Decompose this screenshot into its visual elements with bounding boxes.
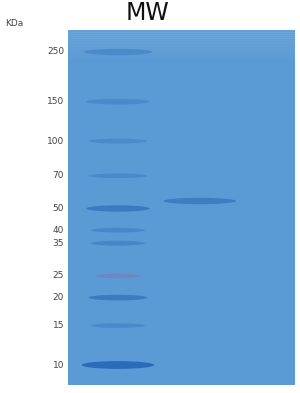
Bar	[68, 52, 295, 55]
Text: KDa: KDa	[5, 19, 23, 28]
Text: 40: 40	[52, 226, 64, 235]
Bar	[68, 36, 295, 39]
Ellipse shape	[91, 323, 145, 328]
Bar	[68, 30, 295, 33]
Ellipse shape	[163, 198, 236, 204]
Ellipse shape	[84, 49, 152, 55]
Text: 35: 35	[52, 239, 64, 248]
Ellipse shape	[88, 295, 148, 300]
Text: 25: 25	[52, 272, 64, 280]
Text: 15: 15	[52, 321, 64, 330]
Text: 50: 50	[52, 204, 64, 213]
Bar	[68, 58, 295, 61]
Bar	[68, 54, 295, 57]
Ellipse shape	[82, 361, 154, 369]
Ellipse shape	[88, 139, 148, 143]
Ellipse shape	[91, 241, 145, 246]
Bar	[68, 50, 295, 53]
Bar	[68, 34, 295, 37]
Bar	[68, 42, 295, 45]
Bar	[68, 44, 295, 47]
Text: 20: 20	[52, 293, 64, 302]
Text: MW: MW	[126, 1, 169, 25]
Text: 100: 100	[47, 137, 64, 145]
Bar	[68, 38, 295, 41]
Bar	[68, 56, 295, 59]
Ellipse shape	[88, 173, 148, 178]
Bar	[68, 48, 295, 51]
Ellipse shape	[86, 99, 150, 105]
Bar	[68, 32, 295, 35]
Bar	[68, 30, 295, 385]
Text: 70: 70	[52, 171, 64, 180]
Ellipse shape	[95, 274, 141, 278]
Bar	[68, 46, 295, 49]
Ellipse shape	[91, 228, 145, 233]
Text: 10: 10	[52, 360, 64, 369]
Bar	[68, 40, 295, 43]
Text: 250: 250	[47, 48, 64, 57]
Text: 150: 150	[47, 97, 64, 106]
Ellipse shape	[86, 205, 150, 212]
